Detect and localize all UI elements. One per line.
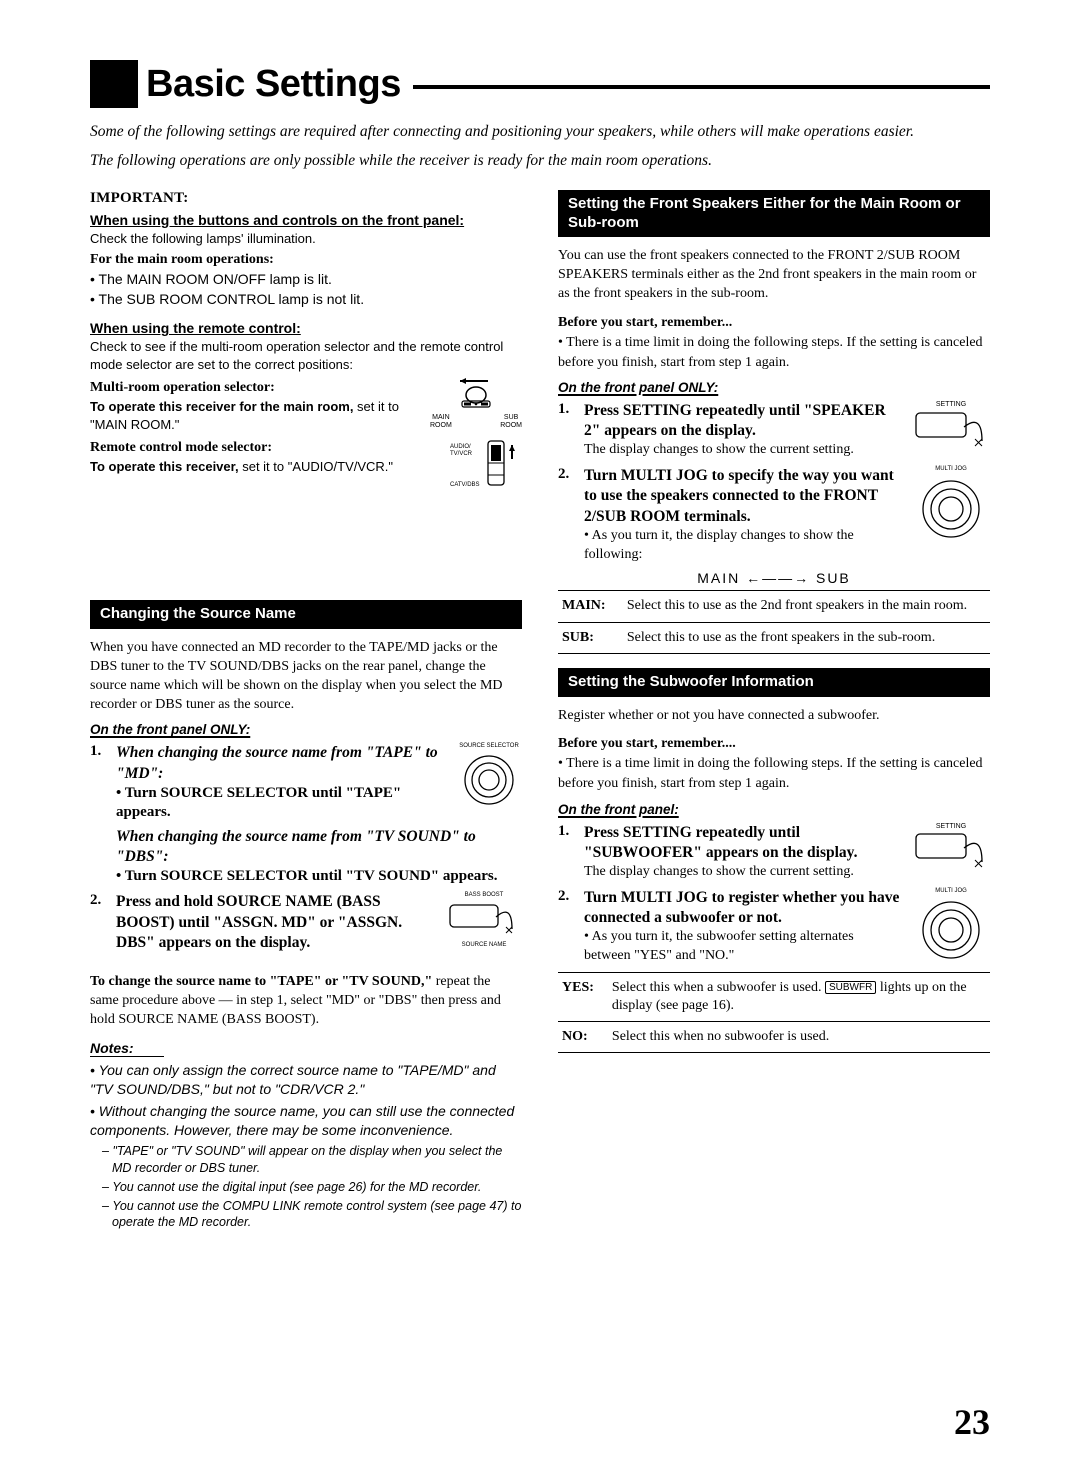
remote-sel-h: Remote control mode selector: [90,440,272,455]
before-heading-2: Before you start, remember.... [558,736,736,751]
s3-intro: Register whether or not you have connect… [558,707,990,726]
s2-step1: 1. SETTING Press SETTING repeatedly unti… [558,401,990,460]
s1-step1b-title: When changing the source name from "TV S… [116,827,522,867]
s1-back-bold: To change the source name to "TAPE" or "… [90,974,432,989]
bullet-lamp-on: The MAIN ROOM ON/OFF lamp is lit. [90,270,522,290]
before-bullet: There is a time limit in doing the follo… [558,333,990,372]
front-panel-heading: When using the buttons and controls on t… [90,212,464,228]
check-lamps: Check the following lamps' illumination. [90,230,522,248]
subwfr-badge: SUBWFR [825,981,876,994]
multi-room-switch-icon: MAINROOM SUBROOM [430,373,522,429]
opt-sub-key: SUB: [558,622,623,653]
lamp-bullets: The MAIN ROOM ON/OFF lamp is lit. The SU… [90,270,522,309]
s3-step2: 2. MULTI JOG Turn MULTI JOG to register … [558,888,990,966]
left-column: IMPORTANT: When using the buttons and co… [90,190,522,1233]
remote-mode-switch-icon: AUDIO/ TV/VCR CATV/DBS [452,437,522,546]
bass-boost-icon: BASS BOOST SOURCE NAME [446,892,522,948]
multi-jog-icon: MULTI JOG [912,466,990,544]
right-column: Setting the Front Speakers Either for th… [558,190,990,1233]
note-b1: – "TAPE" or "TV SOUND" will appear on th… [102,1143,522,1177]
before-bullet-2: There is a time limit in doing the follo… [558,754,990,793]
s2-step2: 2. MULTI JOG Turn MULTI JOG to specify t… [558,466,990,564]
note-b: Without changing the source name, you ca… [90,1102,522,1141]
section-subwoofer: Setting the Subwoofer Information [558,668,990,697]
setting-button-icon: SETTING [912,401,990,454]
title-rule [413,85,990,89]
before-heading: Before you start, remember... [558,315,732,330]
remote-text: Check to see if the multi-room operation… [90,338,522,373]
page-title: Basic Settings [146,63,401,106]
multi-sel-bold: To operate this receiver for the main ro… [90,399,357,414]
opt-no-val: Select this when no subwoofer is used. [608,1022,990,1053]
before-bullets-2: There is a time limit in doing the follo… [558,754,990,793]
intro-2: The following operations are only possib… [90,151,990,172]
remote-sel-bold: To operate this receiver, [90,459,242,474]
source-selector-icon: SOURCE SELECTOR [456,743,522,811]
subwoofer-option-table: YES: Select this when a subwoofer is use… [558,972,990,1054]
opt-main-key: MAIN: [558,591,623,622]
opt-main-val: Select this to use as the 2nd front spea… [623,591,990,622]
section-front-speakers: Setting the Front Speakers Either for th… [558,190,990,238]
title-marker [90,60,138,108]
s2-step2-bullet: As you turn it, the display changes to s… [584,528,854,562]
s1-step1: 1. SOURCE SELECTOR When changing the sou… [90,743,522,886]
s1-step2: 2. BASS BOOST SOURCE NAME Press and hold… [90,892,522,952]
opt-no-key: NO: [558,1022,608,1053]
opt-yes-key: YES: [558,972,608,1021]
speaker-option-table: MAIN: Select this to use as the 2nd fron… [558,590,990,653]
s1-step1b-bullet: Turn SOURCE SELECTOR until "TV SOUND" ap… [125,868,498,884]
main-room-ops: For the main room operations: [90,252,274,267]
s1-intro: When you have connected an MD recorder t… [90,639,522,715]
s2-only: On the front panel ONLY: [558,380,990,395]
opt-sub-val: Select this to use as the front speakers… [623,622,990,653]
note-b3: – You cannot use the COMPU LINK remote c… [102,1198,522,1232]
note-b2: – You cannot use the digital input (see … [102,1179,522,1196]
columns: IMPORTANT: When using the buttons and co… [90,190,990,1233]
multi-jog-icon-2: MULTI JOG [912,888,990,966]
remote-sel-rest: set it to "AUDIO/TV/VCR." [242,459,393,474]
setting-button-icon-2: SETTING [912,823,990,876]
opt-yes-val: Select this when a subwoofer is used. SU… [608,972,990,1021]
section-changing-source: Changing the Source Name [90,600,522,629]
remote-heading: When using the remote control: [90,320,301,336]
s3-step1: 1. SETTING Press SETTING repeatedly unti… [558,823,990,882]
notes-heading: Notes: [90,1040,164,1057]
bullet-lamp-off: The SUB ROOM CONTROL lamp is not lit. [90,290,522,310]
before-bullets: There is a time limit in doing the follo… [558,333,990,372]
s2-intro: You can use the front speakers connected… [558,247,990,304]
arrow-row: MAIN ←——→ SUB [558,570,990,586]
note-a: You can only assign the correct source n… [90,1061,522,1100]
s1-step1-bullet: Turn SOURCE SELECTOR until "TAPE" appear… [116,785,401,821]
important-heading: IMPORTANT: [90,190,522,207]
page-number: 23 [954,1401,990,1443]
multi-sel-h: Multi-room operation selector: [90,380,275,395]
s3-only: On the front panel: [558,802,990,817]
notes-list: You can only assign the correct source n… [90,1061,522,1141]
s3-step2-bullet: As you turn it, the subwoofer setting al… [584,929,854,963]
intro-1: Some of the following settings are requi… [90,122,990,143]
title-row: Basic Settings [90,60,990,108]
notes-sublist: – "TAPE" or "TV SOUND" will appear on th… [90,1143,522,1231]
s1-only: On the front panel ONLY: [90,722,522,737]
